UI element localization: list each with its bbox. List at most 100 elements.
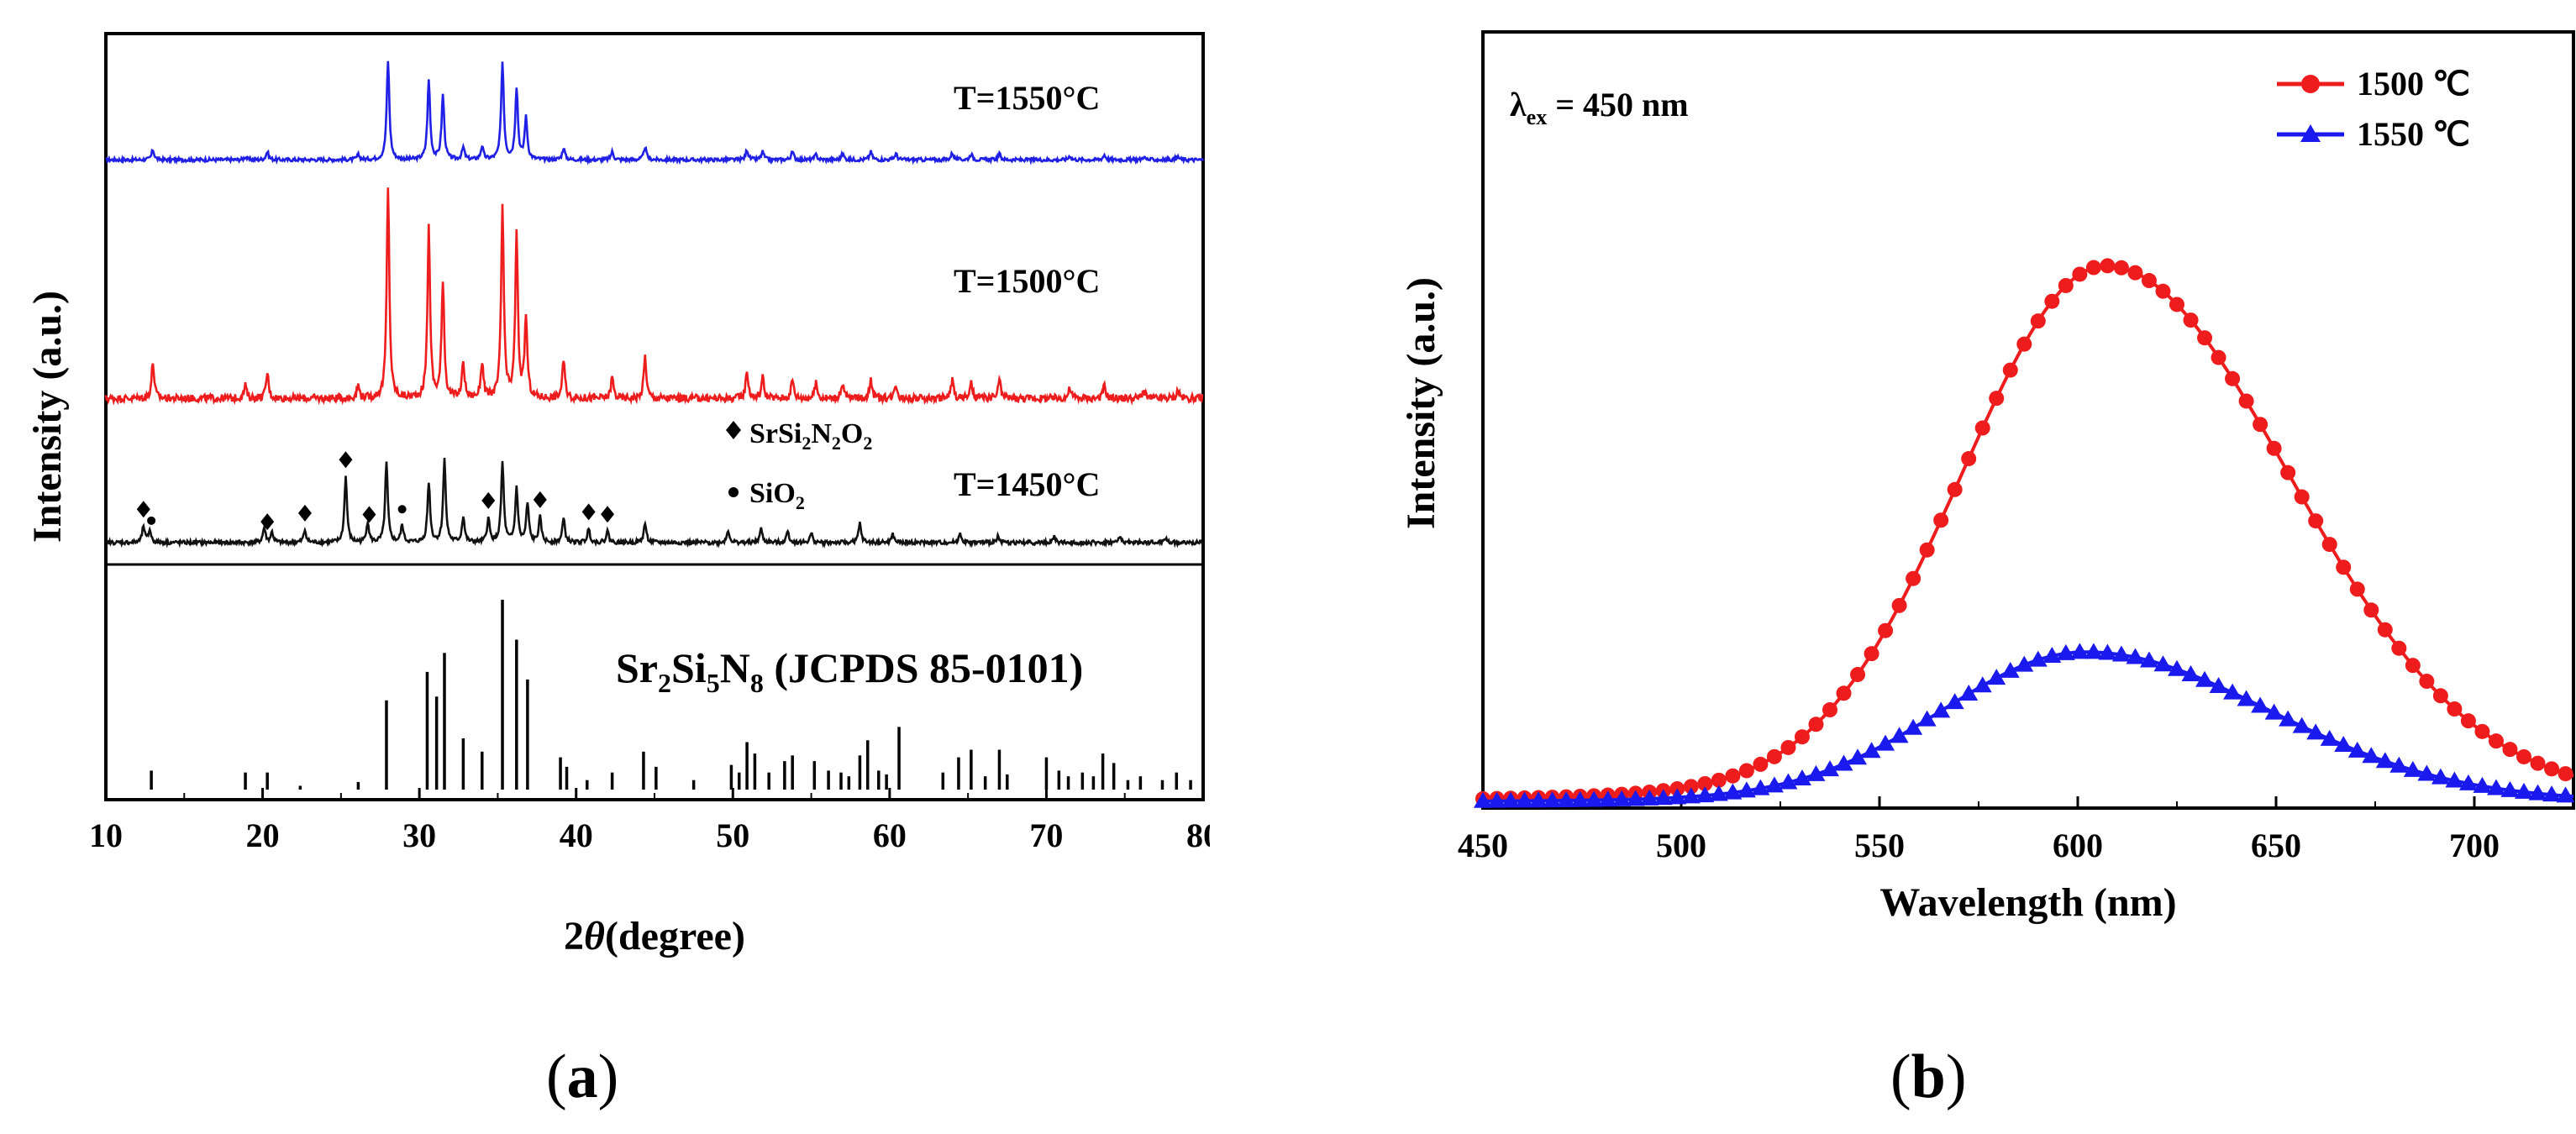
pl-point-triangle — [1543, 791, 1562, 808]
pl-point-circle — [2336, 559, 2352, 575]
pl-point-triangle — [1598, 790, 1617, 807]
pl-point-circle — [1947, 481, 1963, 497]
pl-point-triangle — [2375, 752, 2395, 769]
pl-point-circle — [2155, 283, 2171, 299]
pl-x-tick-label: 550 — [1854, 827, 1905, 864]
pl-point-triangle — [2515, 782, 2533, 799]
pl-point-triangle — [2334, 736, 2353, 753]
legend-srsi2n2o2: SrSi2N2O2 — [726, 418, 872, 454]
pl-point-triangle — [2306, 723, 2326, 740]
pl-point-circle — [2405, 658, 2421, 674]
pl-point-circle — [2016, 336, 2032, 352]
pl-point-triangle — [2000, 661, 2020, 678]
legend-label-1500: 1500 ℃ — [2357, 65, 2470, 102]
pl-point-circle — [1919, 542, 1935, 558]
reference-label: Sr2Si5N8 (JCPDS 85-0101) — [616, 644, 1083, 698]
svg-text:SiO2: SiO2 — [749, 478, 805, 513]
xrd-x-tick-label: 80 — [1186, 816, 1210, 854]
svg-text:SrSi2N2O2: SrSi2N2O2 — [749, 418, 872, 454]
pl-point-triangle — [1945, 693, 1964, 710]
pl-point-circle — [1836, 685, 1852, 701]
xrd-x-tick-label: 50 — [716, 816, 749, 854]
pl-point-circle — [2169, 297, 2184, 312]
pl-point-triangle — [1585, 790, 1604, 807]
xrd-chart: 10 20 30 40 50 60 70 80 T=1550°C T=1500°C T=145… — [25, 32, 1210, 958]
pl-point-circle — [2363, 602, 2379, 618]
pl-point-triangle — [2292, 717, 2311, 733]
pl-point-triangle — [2542, 785, 2562, 802]
xrd-x-tick-label: 10 — [89, 816, 123, 854]
pl-point-circle — [2488, 733, 2504, 749]
pl-point-circle — [2349, 581, 2365, 597]
pl-point-circle — [2072, 266, 2088, 282]
pl-point-triangle — [2223, 683, 2242, 700]
pl-x-tick-label: 450 — [1458, 827, 1508, 864]
pl-point-triangle — [2111, 645, 2131, 662]
pl-point-triangle — [1529, 791, 1548, 808]
pl-point-triangle — [1570, 790, 1590, 807]
pl-point-circle — [2253, 417, 2268, 433]
pl-point-circle — [1808, 717, 1824, 732]
pl-point-circle — [2225, 370, 2241, 386]
trace-label-1500: T=1500°C — [954, 262, 1100, 300]
pl-point-circle — [1974, 420, 1990, 436]
diamond-marker — [260, 513, 275, 531]
pl-point-triangle — [1821, 760, 1839, 777]
legend-triangle-marker — [2300, 124, 2321, 142]
pl-point-circle — [2058, 277, 2074, 293]
pl-point-circle — [2419, 674, 2435, 690]
pl-point-circle — [1961, 451, 1977, 467]
pl-point-triangle — [2458, 774, 2478, 790]
xrd-y-axis-label: Intensity (a.u.) — [25, 291, 70, 543]
pl-point-circle — [2321, 537, 2337, 553]
pl-point-circle — [2266, 440, 2282, 456]
caption-a: (a) — [546, 1042, 619, 1111]
pl-point-triangle — [1779, 773, 1798, 790]
xrd-x-tick-label: 70 — [1029, 816, 1063, 854]
pl-point-circle — [2544, 761, 2560, 777]
pl-point-circle — [2100, 258, 2116, 274]
pl-point-triangle — [2139, 651, 2158, 668]
pl-point-circle — [2474, 723, 2490, 739]
pl-point-triangle — [1474, 791, 1492, 808]
pl-x-tick-label: 500 — [1656, 827, 1706, 864]
pl-point-circle — [2502, 742, 2518, 758]
xrd-x-tick-label: 30 — [402, 816, 436, 854]
xrd-x-tick-label: 20 — [246, 816, 280, 854]
pl-point-circle — [1878, 622, 1894, 638]
pl-point-circle — [2460, 713, 2476, 729]
pl-point-circle — [2558, 766, 2573, 782]
pl-point-triangle — [1987, 669, 2006, 685]
pl-point-triangle — [2237, 690, 2256, 706]
pl-point-circle — [2002, 362, 2018, 378]
xrd-trace — [105, 458, 1205, 549]
pl-point-triangle — [1751, 779, 1770, 795]
diamond-marker — [136, 501, 150, 518]
excitation-annotation: λex = 450 nm — [1510, 86, 1689, 129]
caption-b: (b) — [1890, 1042, 1967, 1111]
pl-point-circle — [2127, 265, 2143, 281]
pl-point-triangle — [1862, 742, 1881, 759]
pl-point-triangle — [2417, 764, 2437, 781]
trace-label-1450: T=1450°C — [954, 465, 1100, 503]
diamond-marker — [339, 451, 353, 469]
pl-point-circle — [2280, 465, 2296, 480]
pl-point-circle — [2516, 748, 2531, 764]
pl-point-circle — [1725, 768, 1741, 784]
pl-point-triangle — [1612, 790, 1632, 806]
pl-point-triangle — [1959, 684, 1979, 701]
pl-point-circle — [2044, 293, 2060, 309]
pl-point-triangle — [1792, 769, 1811, 786]
pl-point-triangle — [1973, 676, 1992, 693]
pl-point-triangle — [2098, 643, 2117, 660]
xrd-trace — [104, 187, 1204, 406]
pl-point-triangle — [2486, 779, 2505, 795]
diamond-marker — [533, 491, 547, 508]
pl-point-circle — [1822, 702, 1837, 718]
dot-marker — [397, 505, 407, 514]
xrd-x-tick-label: 40 — [560, 816, 593, 854]
pl-point-triangle — [1806, 764, 1826, 781]
legend-circle-marker — [2301, 75, 2320, 93]
pl-x-tick-label: 650 — [2251, 827, 2301, 864]
pl-point-circle — [1780, 739, 1796, 755]
